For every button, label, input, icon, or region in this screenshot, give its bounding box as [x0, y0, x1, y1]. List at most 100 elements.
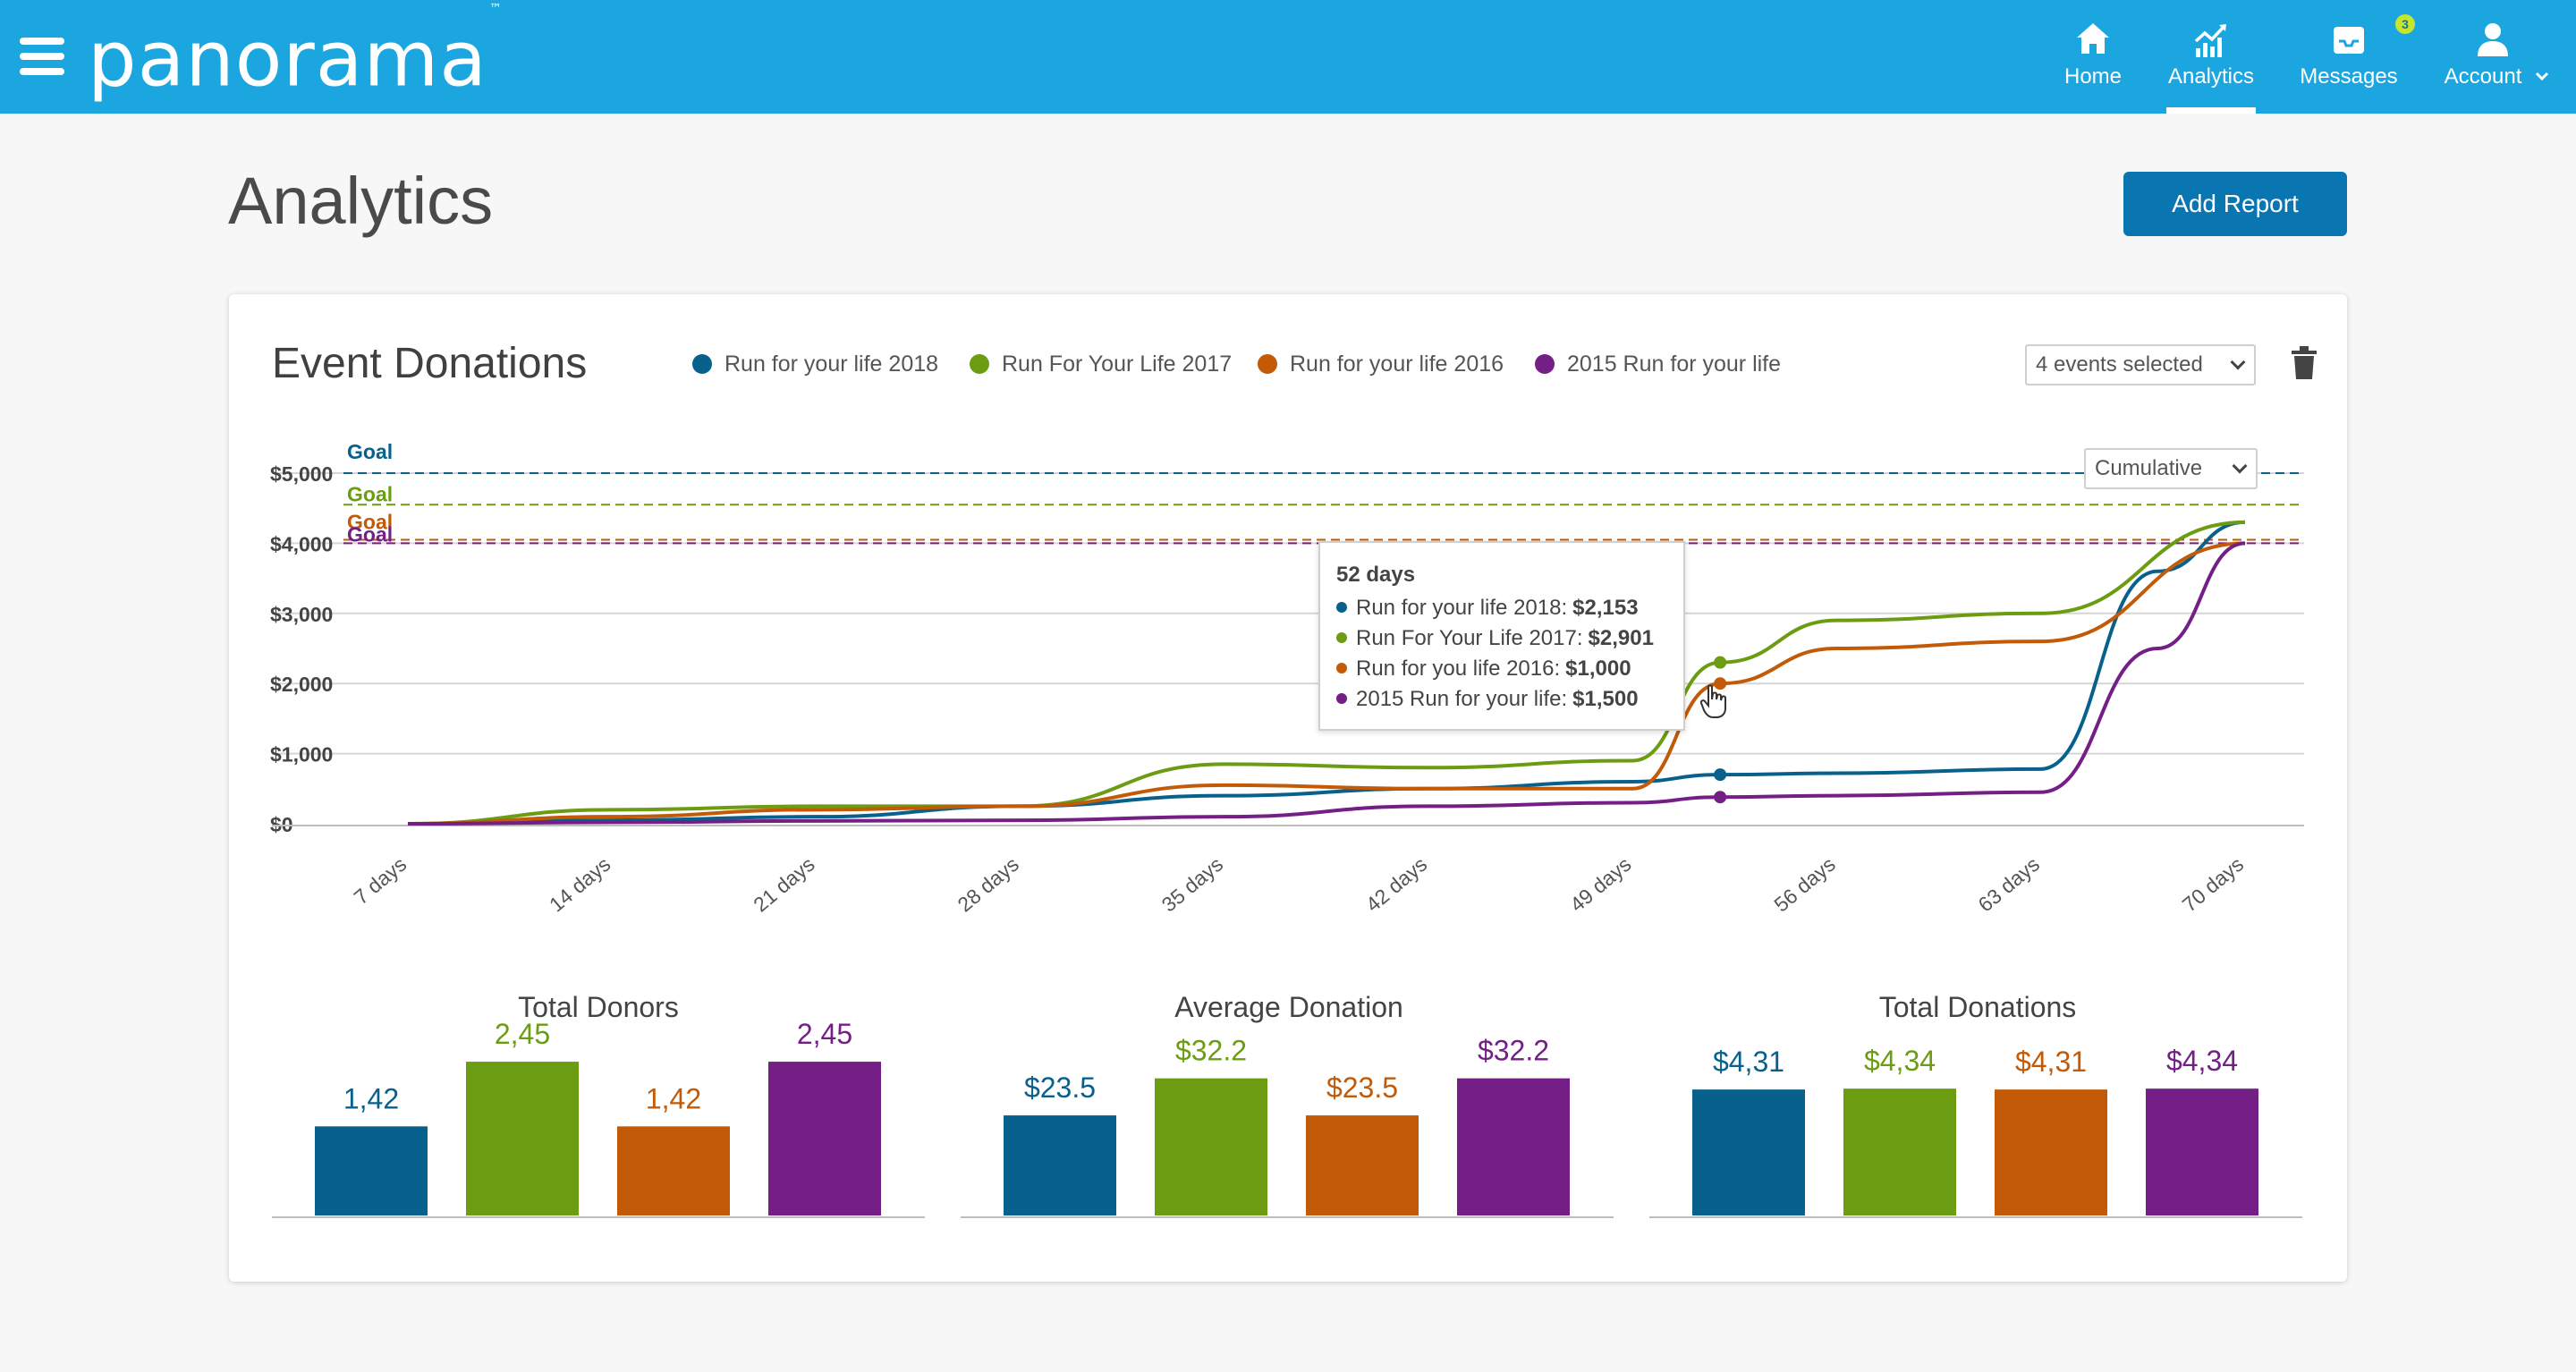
y-tick-label: $2,000 — [270, 673, 333, 696]
series-line — [407, 520, 2246, 826]
y-tick-label: $3,000 — [270, 603, 333, 626]
legend-label-2015: 2015 Run for your life — [1567, 351, 1782, 377]
data-point — [1714, 768, 1727, 782]
nav-account[interactable]: Account — [2435, 0, 2551, 114]
bar-value-label: $4,31 — [1713, 1046, 1784, 1078]
legend-dot-2016 — [1258, 354, 1277, 374]
bar-value-label: $4,31 — [2015, 1046, 2087, 1078]
logo-text: panorama — [88, 14, 487, 105]
nav-messages[interactable]: 3 Messages — [2299, 0, 2415, 114]
chevron-down-icon — [2535, 72, 2549, 81]
top-navigation-bar: panorama™ Home Analytics 3 Messages — [0, 0, 2576, 114]
bar — [1004, 1115, 1116, 1215]
x-tick-label: 56 days — [1769, 852, 1839, 917]
bar-value-label: $32.2 — [1175, 1035, 1247, 1067]
tooltip-label-2016: Run for you life 2016: — [1356, 656, 1561, 681]
x-tick-label: 7 days — [350, 852, 411, 909]
bar — [1306, 1115, 1419, 1215]
page-title: Analytics — [228, 164, 494, 238]
bar-value-label: 1,42 — [646, 1082, 701, 1114]
bar-value-label: 2,45 — [495, 1018, 550, 1050]
events-select-value: 4 events selected — [2036, 352, 2203, 377]
series-line — [407, 541, 2246, 826]
x-tick-label: 14 days — [545, 852, 614, 917]
legend-label-2018: Run for your life 2018 — [724, 351, 939, 377]
goal-label: Goal — [347, 522, 393, 546]
nav-analytics-label: Analytics — [2167, 64, 2255, 89]
legend-item-2016[interactable]: Run for your life 2016 — [1258, 351, 1504, 377]
tooltip-row-2016: Run for you life 2016: $1,000 — [1336, 654, 1667, 684]
bar-value-label: $32.2 — [1478, 1035, 1549, 1067]
account-icon — [2478, 23, 2508, 56]
legend-item-2017[interactable]: Run For Your Life 2017 — [970, 351, 1232, 377]
event-donations-card: Event Donations Run for your life 2018 R… — [229, 294, 2347, 1282]
tooltip-dot-2018 — [1336, 602, 1347, 613]
nav-analytics[interactable]: Analytics — [2166, 0, 2256, 114]
add-report-button[interactable]: Add Report — [2123, 172, 2347, 236]
legend-dot-2015 — [1535, 354, 1555, 374]
bar — [466, 1062, 579, 1215]
tooltip-label-2017: Run For Your Life 2017: — [1356, 626, 1583, 650]
legend-item-2018[interactable]: Run for your life 2018 — [692, 351, 938, 377]
logo-trademark: ™ — [488, 2, 503, 16]
bar-value-label: $23.5 — [1326, 1071, 1398, 1104]
bar — [617, 1126, 730, 1215]
x-tick-label: 70 days — [2178, 852, 2248, 917]
card-title: Event Donations — [272, 340, 588, 387]
tooltip-label-2018: Run for your life 2018: — [1356, 596, 1568, 620]
trash-icon[interactable] — [2292, 346, 2317, 380]
bar — [1995, 1089, 2107, 1215]
tooltip-value-2016: $1,000 — [1565, 656, 1631, 681]
y-tick-label: $4,000 — [270, 532, 333, 555]
cumulative-select-value: Cumulative — [2095, 456, 2203, 480]
legend-dot-2017 — [970, 354, 989, 374]
legend-item-2015[interactable]: 2015 Run for your life — [1535, 351, 1781, 377]
messages-icon — [2334, 27, 2364, 54]
bar — [1457, 1078, 1570, 1215]
tooltip-row-2018: Run for your life 2018: $2,153 — [1336, 593, 1667, 623]
bar — [1155, 1078, 1267, 1215]
bar — [1692, 1089, 1805, 1215]
bar — [1843, 1088, 1956, 1215]
tooltip-dot-2015 — [1336, 693, 1347, 704]
bar-value-label: 2,45 — [797, 1018, 852, 1050]
x-tick-label: 42 days — [1361, 852, 1431, 917]
tooltip-row-2015: 2015 Run for your life: $1,500 — [1336, 684, 1667, 715]
bar — [315, 1126, 428, 1215]
chart-tooltip: 52 days Run for your life 2018: $2,153 Ru… — [1318, 541, 1685, 731]
x-tick-label: 35 days — [1157, 852, 1227, 917]
hand-cursor-icon — [1699, 684, 1726, 718]
chart-area: $0$1,000$2,000$3,000$4,000$5,000GoalGoal… — [270, 440, 2304, 1218]
x-tick-label: 28 days — [953, 852, 1022, 917]
tooltip-value-2018: $2,153 — [1572, 596, 1639, 620]
average-donation-title: Average Donation — [1174, 991, 1403, 1023]
tooltip-label-2015: 2015 Run for your life: — [1356, 687, 1568, 711]
bar — [768, 1062, 881, 1215]
tooltip-dot-2016 — [1336, 663, 1347, 673]
tooltip-row-2017: Run For Your Life 2017: $2,901 — [1336, 623, 1667, 654]
cumulative-select[interactable]: Cumulative — [2084, 448, 2258, 489]
legend-label-2016: Run for your life 2016 — [1290, 351, 1504, 377]
events-select[interactable]: 4 events selected — [2025, 344, 2256, 385]
data-point — [1714, 677, 1727, 690]
nav-account-label: Account — [2444, 64, 2522, 89]
series-line — [407, 541, 2246, 826]
x-tick-label: 49 days — [1565, 852, 1635, 917]
tooltip-value-2015: $1,500 — [1572, 687, 1639, 711]
legend-label-2017: Run For Your Life 2017 — [1002, 351, 1233, 377]
nav-messages-label: Messages — [2300, 64, 2398, 89]
chevron-down-icon — [2232, 458, 2248, 474]
panorama-logo[interactable]: panorama™ — [88, 2, 502, 105]
data-point — [1714, 656, 1727, 669]
home-icon — [2077, 23, 2109, 54]
x-tick-label: 63 days — [1974, 852, 2044, 917]
y-tick-label: $1,000 — [270, 743, 333, 766]
menu-icon[interactable] — [20, 36, 64, 77]
nav-home[interactable]: Home — [2048, 0, 2138, 114]
analytics-icon — [2194, 24, 2226, 57]
x-tick-label: 21 days — [749, 852, 818, 917]
data-point — [1714, 791, 1727, 804]
bar — [2146, 1088, 2258, 1215]
tooltip-value-2017: $2,901 — [1588, 626, 1654, 650]
bar-value-label: $4,34 — [2166, 1045, 2238, 1077]
